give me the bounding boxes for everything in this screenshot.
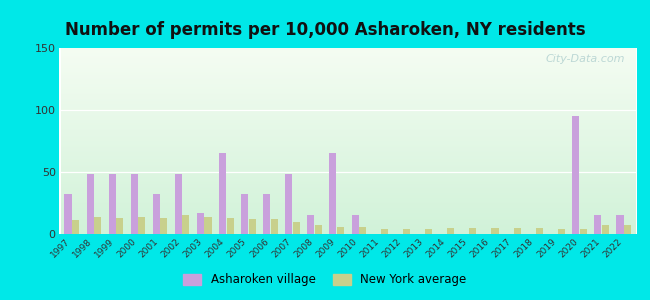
Legend: Asharoken village, New York average: Asharoken village, New York average <box>179 269 471 291</box>
Bar <box>72 220 79 234</box>
Bar <box>248 219 255 234</box>
Bar <box>153 194 160 234</box>
Bar <box>205 217 211 234</box>
Bar <box>469 228 476 234</box>
Bar <box>183 215 189 234</box>
Bar <box>624 225 631 234</box>
Text: City-Data.com: City-Data.com <box>546 54 625 64</box>
Bar <box>285 175 293 234</box>
Bar <box>307 215 315 234</box>
Bar <box>197 213 204 234</box>
Bar <box>491 228 499 234</box>
Bar <box>602 225 609 234</box>
Bar <box>315 225 322 234</box>
Bar <box>109 175 116 234</box>
Bar <box>263 194 270 234</box>
Bar <box>572 116 579 234</box>
Bar <box>116 218 124 234</box>
Bar <box>270 219 278 234</box>
Bar <box>616 215 623 234</box>
Bar <box>219 153 226 234</box>
Bar <box>352 215 359 234</box>
Bar <box>447 228 454 234</box>
Bar <box>131 175 138 234</box>
Bar <box>594 215 601 234</box>
Bar <box>425 229 432 234</box>
Bar <box>227 218 233 234</box>
Bar <box>64 194 72 234</box>
Bar <box>514 228 521 234</box>
Bar <box>558 229 565 234</box>
Bar <box>359 226 366 234</box>
Bar <box>536 228 543 234</box>
Bar <box>94 217 101 234</box>
Bar <box>330 153 337 234</box>
Bar <box>292 222 300 234</box>
Bar <box>161 218 167 234</box>
Bar <box>403 229 410 234</box>
Bar <box>337 226 344 234</box>
Bar <box>138 217 146 234</box>
Bar <box>241 194 248 234</box>
Bar <box>175 175 182 234</box>
Bar <box>86 175 94 234</box>
Text: Number of permits per 10,000 Asharoken, NY residents: Number of permits per 10,000 Asharoken, … <box>65 21 585 39</box>
Bar <box>381 229 388 234</box>
Bar <box>580 229 587 234</box>
